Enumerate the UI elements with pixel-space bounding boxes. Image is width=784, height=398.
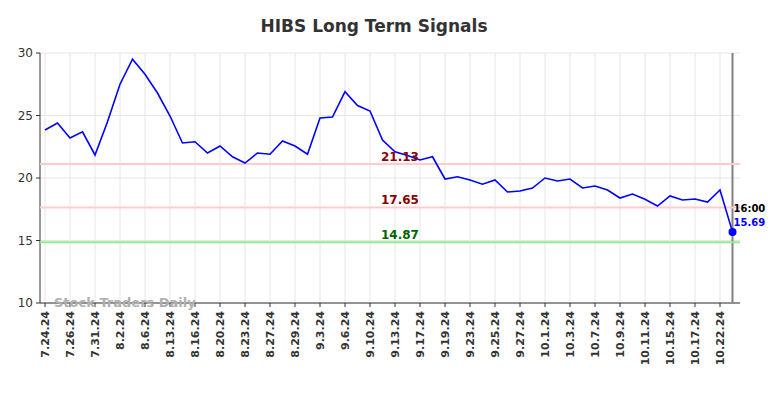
last-value-label: 15.69 bbox=[734, 217, 766, 228]
x-tick bbox=[470, 303, 471, 307]
title: HIBS Long Term Signals bbox=[260, 16, 487, 36]
plot-area bbox=[40, 59, 740, 242]
y-tick-label: 15 bbox=[18, 234, 33, 248]
grid-line-x bbox=[95, 53, 96, 303]
x-tick bbox=[295, 303, 296, 307]
x-tick bbox=[620, 303, 621, 307]
y-tick-label: 20 bbox=[18, 171, 33, 185]
grid-line-x bbox=[245, 53, 246, 303]
grid-line-x bbox=[70, 53, 71, 303]
x-tick-label: 10.15.24 bbox=[664, 311, 677, 366]
x-tick bbox=[45, 303, 46, 307]
x-tick bbox=[545, 303, 546, 307]
x-tick-label: 9.17.24 bbox=[414, 311, 427, 358]
grid-line-x bbox=[570, 53, 571, 303]
reference-label: 14.87 bbox=[381, 228, 419, 242]
x-tick bbox=[520, 303, 521, 307]
grid-line-x bbox=[370, 53, 371, 303]
x-tick-label: 10.3.24 bbox=[564, 311, 577, 358]
x-tick-label: 7.24.24 bbox=[39, 311, 52, 358]
grid-line-x bbox=[145, 53, 146, 303]
x-tick bbox=[445, 303, 446, 307]
y-tick-label: 30 bbox=[18, 46, 33, 60]
x-tick bbox=[695, 303, 696, 307]
y-axis bbox=[40, 53, 41, 303]
grid-line-x bbox=[170, 53, 171, 303]
y-tick bbox=[36, 178, 40, 179]
x-tick-label: 8.16.24 bbox=[189, 311, 202, 358]
last-point bbox=[729, 228, 737, 236]
x-tick-label: 8.13.24 bbox=[164, 311, 177, 358]
x-tick bbox=[420, 303, 421, 307]
grid-line-x bbox=[345, 53, 346, 303]
x-tick bbox=[720, 303, 721, 307]
grid-line-x bbox=[620, 53, 621, 303]
grid-line-x bbox=[495, 53, 496, 303]
x-tick-label: 10.17.24 bbox=[689, 311, 702, 366]
x-tick bbox=[570, 303, 571, 307]
y-tick bbox=[36, 53, 40, 54]
grid-line-x bbox=[120, 53, 121, 303]
y-tick bbox=[36, 303, 40, 304]
reference-label: 17.65 bbox=[381, 193, 419, 207]
x-tick-label: 8.2.24 bbox=[114, 311, 127, 350]
grid-line-x bbox=[645, 53, 646, 303]
x-tick-label: 8.29.24 bbox=[289, 311, 302, 358]
x-tick bbox=[270, 303, 271, 307]
x-tick-label: 7.26.24 bbox=[64, 311, 77, 358]
x-tick-label: 8.20.24 bbox=[214, 311, 227, 358]
x-tick bbox=[395, 303, 396, 307]
grid-line-x bbox=[220, 53, 221, 303]
grid-line-x bbox=[270, 53, 271, 303]
x-tick bbox=[370, 303, 371, 307]
y-tick-label: 25 bbox=[18, 109, 33, 123]
grid-line-x bbox=[595, 53, 596, 303]
grid-line-x bbox=[295, 53, 296, 303]
last-marker-line bbox=[732, 53, 734, 303]
grid-line-x bbox=[695, 53, 696, 303]
x-tick bbox=[495, 303, 496, 307]
grid-line-x bbox=[520, 53, 521, 303]
y-tick bbox=[36, 115, 40, 116]
x-tick bbox=[320, 303, 321, 307]
x-tick-label: 10.11.24 bbox=[639, 311, 652, 366]
x-tick-label: 9.27.24 bbox=[514, 311, 527, 358]
x-tick-label: 10.22.24 bbox=[714, 311, 727, 366]
grid-line-x bbox=[420, 53, 421, 303]
grid-line-x bbox=[720, 53, 721, 303]
y-tick bbox=[36, 240, 40, 241]
x-tick bbox=[595, 303, 596, 307]
x-tick-label: 9.19.24 bbox=[439, 311, 452, 358]
x-tick-label: 9.3.24 bbox=[314, 311, 327, 350]
x-tick-label: 9.25.24 bbox=[489, 311, 502, 358]
grid-line-x bbox=[470, 53, 471, 303]
x-tick bbox=[220, 303, 221, 307]
x-tick-label: 8.6.24 bbox=[139, 311, 152, 350]
chart: HIBS Long Term Signals 10 15 20 25 30 7.24.24 7… bbox=[0, 0, 784, 398]
x-tick-label: 9.23.24 bbox=[464, 311, 477, 358]
grid-line-x bbox=[195, 53, 196, 303]
reference-label: 21.13 bbox=[381, 150, 419, 164]
grid-line-x bbox=[45, 53, 46, 303]
x-tick-label: 10.7.24 bbox=[589, 311, 602, 358]
x-tick-label: 8.23.24 bbox=[239, 311, 252, 358]
x-tick bbox=[245, 303, 246, 307]
x-tick-label: 10.9.24 bbox=[614, 311, 627, 358]
x-tick-label: 7.31.24 bbox=[89, 311, 102, 358]
time-label: 16:00 bbox=[734, 203, 766, 214]
x-tick-label: 9.6.24 bbox=[339, 311, 352, 350]
grid-line-x bbox=[395, 53, 396, 303]
x-tick-label: 8.27.24 bbox=[264, 311, 277, 358]
x-tick bbox=[645, 303, 646, 307]
y-tick-label: 10 bbox=[18, 296, 33, 310]
x-tick-label: 9.13.24 bbox=[389, 311, 402, 358]
grid-line-x bbox=[670, 53, 671, 303]
grid-line-x bbox=[320, 53, 321, 303]
x-tick-label: 10.1.24 bbox=[539, 311, 552, 358]
price-line bbox=[45, 59, 733, 232]
x-tick bbox=[670, 303, 671, 307]
watermark: Stock Traders Daily bbox=[54, 295, 196, 310]
x-tick bbox=[345, 303, 346, 307]
x-tick-label: 9.10.24 bbox=[364, 311, 377, 358]
